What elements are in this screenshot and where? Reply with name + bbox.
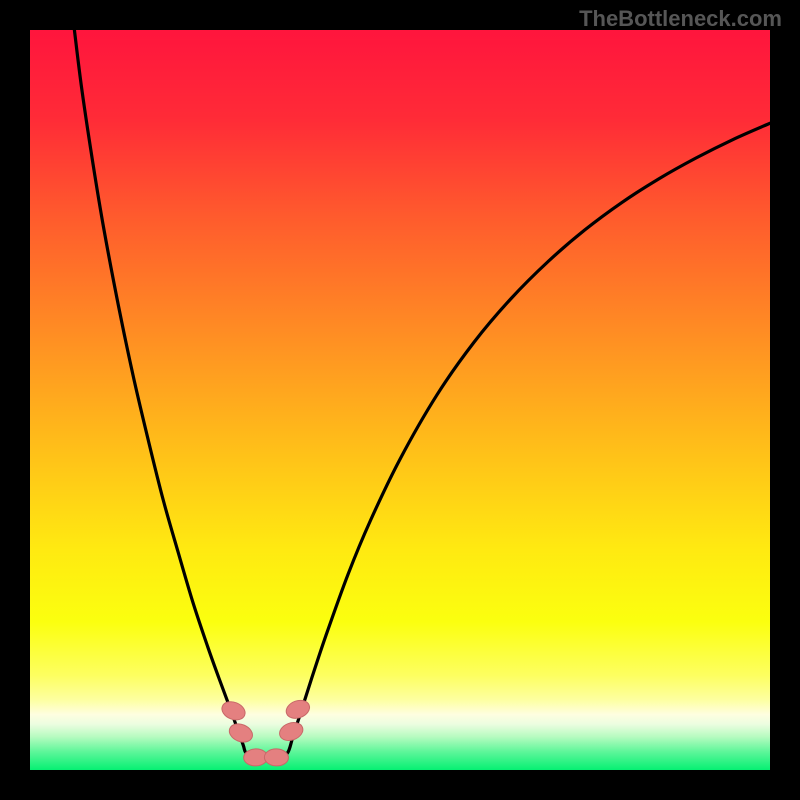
- watermark-text: TheBottleneck.com: [579, 6, 782, 32]
- bottleneck-curve-chart: [0, 0, 800, 800]
- chart-container: TheBottleneck.com: [0, 0, 800, 800]
- curve-marker: [264, 749, 289, 767]
- plot-background: [30, 30, 770, 770]
